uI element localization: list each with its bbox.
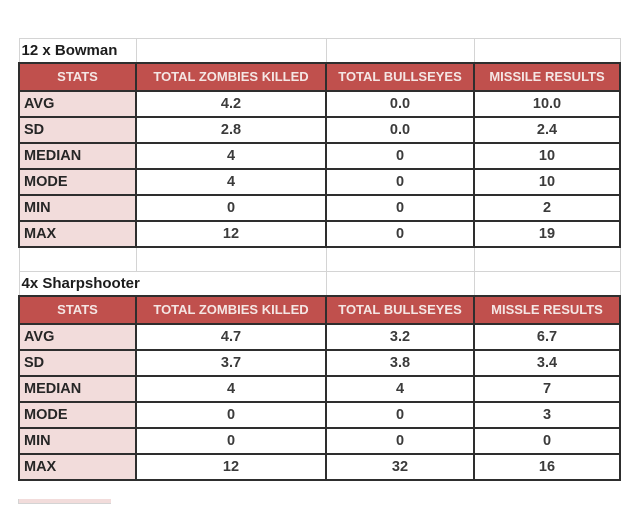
table1-header-stats[interactable]: STATS <box>18 61 137 92</box>
table1-title-row: 12 x Bowman <box>18 38 621 63</box>
value-cell[interactable]: 7 <box>473 374 621 403</box>
table2-header-bullseyes[interactable]: TOTAL BULLSEYES <box>325 294 475 325</box>
value-cell[interactable]: 0 <box>135 426 327 455</box>
value-cell[interactable]: 3.4 <box>473 348 621 377</box>
stats-tables-grid: 12 x Bowman STATS TOTAL ZOMBIES KILLED T… <box>18 38 621 481</box>
value-cell[interactable]: 32 <box>325 452 475 481</box>
stat-label-cell[interactable]: AVG <box>18 322 137 351</box>
value-cell[interactable]: 0 <box>325 400 475 429</box>
value-cell[interactable]: 0.0 <box>325 115 475 144</box>
table2-title-cell[interactable]: 4x Sharpshooter <box>18 271 327 296</box>
value-cell[interactable]: 3.2 <box>325 322 475 351</box>
value-cell[interactable]: 16 <box>473 452 621 481</box>
blank-cell[interactable] <box>473 38 621 63</box>
table-row: MODE 4 0 10 <box>18 167 621 196</box>
value-cell[interactable]: 4 <box>135 141 327 170</box>
table1-header-missile-results[interactable]: MISSILE RESULTS <box>473 61 621 92</box>
value-cell[interactable]: 2.8 <box>135 115 327 144</box>
table2-title-row: 4x Sharpshooter <box>18 271 621 296</box>
table2-header-stats[interactable]: STATS <box>18 294 137 325</box>
value-cell[interactable]: 0 <box>135 400 327 429</box>
value-cell[interactable]: 4.7 <box>135 322 327 351</box>
blank-cell[interactable] <box>473 271 621 296</box>
table-row: AVG 4.7 3.2 6.7 <box>18 322 621 351</box>
table1-header-bullseyes[interactable]: TOTAL BULLSEYES <box>325 61 475 92</box>
stat-label-cell[interactable]: MAX <box>18 452 137 481</box>
stat-label-cell[interactable]: MAX <box>18 219 137 248</box>
table1-header-zombies-killed[interactable]: TOTAL ZOMBIES KILLED <box>135 61 327 92</box>
value-cell[interactable]: 0 <box>473 426 621 455</box>
blank-cell[interactable] <box>18 246 137 272</box>
table-row: MODE 0 0 3 <box>18 400 621 429</box>
blank-cell[interactable] <box>135 38 327 63</box>
value-cell[interactable]: 2 <box>473 193 621 222</box>
stat-label-cell[interactable]: AVG <box>18 89 137 118</box>
value-cell[interactable]: 10 <box>473 141 621 170</box>
value-cell[interactable]: 4 <box>135 374 327 403</box>
table-row: MAX 12 32 16 <box>18 452 621 481</box>
value-cell[interactable]: 19 <box>473 219 621 248</box>
value-cell[interactable]: 4 <box>325 374 475 403</box>
value-cell[interactable]: 0.0 <box>325 89 475 118</box>
table1-header-row: STATS TOTAL ZOMBIES KILLED TOTAL BULLSEY… <box>18 61 621 92</box>
stat-label-cell[interactable]: MEDIAN <box>18 141 137 170</box>
stat-label-cell[interactable]: MIN <box>18 426 137 455</box>
table-row: MEDIAN 4 0 10 <box>18 141 621 170</box>
value-cell[interactable]: 0 <box>325 167 475 196</box>
value-cell[interactable]: 0 <box>325 426 475 455</box>
value-cell[interactable]: 4 <box>135 167 327 196</box>
value-cell[interactable]: 3 <box>473 400 621 429</box>
table1-title-cell[interactable]: 12 x Bowman <box>18 38 137 63</box>
table-row: SD 2.8 0.0 2.4 <box>18 115 621 144</box>
stat-label-cell[interactable]: MEDIAN <box>18 374 137 403</box>
table-row: SD 3.7 3.8 3.4 <box>18 348 621 377</box>
value-cell[interactable]: 0 <box>135 193 327 222</box>
stat-label-cell[interactable]: MODE <box>18 167 137 196</box>
stat-label-cell[interactable]: MIN <box>18 193 137 222</box>
table-row: MEDIAN 4 4 7 <box>18 374 621 403</box>
blank-cell[interactable] <box>325 38 475 63</box>
table2-header-row: STATS TOTAL ZOMBIES KILLED TOTAL BULLSEY… <box>18 294 621 325</box>
table-row: AVG 4.2 0.0 10.0 <box>18 89 621 118</box>
table-row: MIN 0 0 2 <box>18 193 621 222</box>
value-cell[interactable]: 4.2 <box>135 89 327 118</box>
table2-header-zombies-killed[interactable]: TOTAL ZOMBIES KILLED <box>135 294 327 325</box>
value-cell[interactable]: 10.0 <box>473 89 621 118</box>
value-cell[interactable]: 0 <box>325 193 475 222</box>
value-cell[interactable]: 2.4 <box>473 115 621 144</box>
table-row: MIN 0 0 0 <box>18 426 621 455</box>
value-cell[interactable]: 12 <box>135 219 327 248</box>
value-cell[interactable]: 3.7 <box>135 348 327 377</box>
spacer-row <box>18 246 621 272</box>
table2-header-missle-results[interactable]: MISSLE RESULTS <box>473 294 621 325</box>
value-cell[interactable]: 10 <box>473 167 621 196</box>
stat-label-cell[interactable]: MODE <box>18 400 137 429</box>
blank-cell[interactable] <box>325 246 475 272</box>
blank-cell[interactable] <box>325 271 475 296</box>
blank-cell[interactable] <box>473 246 621 272</box>
value-cell[interactable]: 0 <box>325 141 475 170</box>
stat-label-cell[interactable]: SD <box>18 115 137 144</box>
value-cell[interactable]: 3.8 <box>325 348 475 377</box>
blank-cell[interactable] <box>135 246 327 272</box>
partial-next-row-sliver <box>18 499 111 504</box>
value-cell[interactable]: 0 <box>325 219 475 248</box>
value-cell[interactable]: 12 <box>135 452 327 481</box>
stat-label-cell[interactable]: SD <box>18 348 137 377</box>
spreadsheet: 12 x Bowman STATS TOTAL ZOMBIES KILLED T… <box>18 38 621 481</box>
table-row: MAX 12 0 19 <box>18 219 621 248</box>
value-cell[interactable]: 6.7 <box>473 322 621 351</box>
